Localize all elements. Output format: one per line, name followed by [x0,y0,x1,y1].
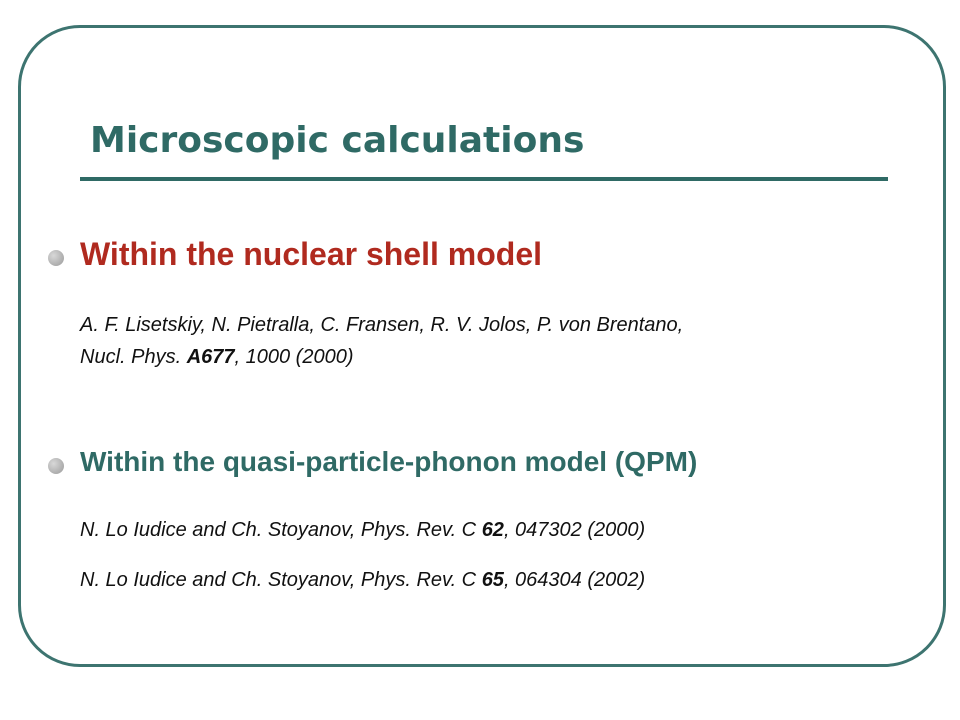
reference: N. Lo Iudice and Ch. Stoyanov, Phys. Rev… [80,519,645,542]
bullet-heading: Within the quasi-particle-phonon model (… [80,446,698,477]
reference: Nucl. Phys. A677, 1000 (2000) [80,346,354,369]
slide-frame [18,25,946,667]
reference-text: Nucl. Phys. [80,346,187,368]
reference-text: , 047302 (2000) [503,519,646,541]
title-underline [80,177,888,181]
reference-volume: A677 [186,346,235,368]
reference-text: N. Lo Iudice and Ch. Stoyanov, Phys. Rev… [80,519,482,541]
reference-text: N. Lo Iudice and Ch. Stoyanov, Phys. Rev… [80,569,482,591]
bullet-dot [48,250,64,266]
reference: N. Lo Iudice and Ch. Stoyanov, Phys. Rev… [80,569,645,592]
reference-line: A. F. Lisetskiy, N. Pietralla, C. Franse… [80,314,684,336]
bullet-heading: Within the nuclear shell model [80,236,542,272]
reference-text: , 1000 (2000) [234,346,354,368]
reference-volume: 65 [481,569,504,591]
slide-title: Microscopic calculations [90,120,585,161]
bullet-dot [48,458,64,474]
reference-text: , 064304 (2002) [503,569,646,591]
reference-volume: 62 [481,519,504,541]
